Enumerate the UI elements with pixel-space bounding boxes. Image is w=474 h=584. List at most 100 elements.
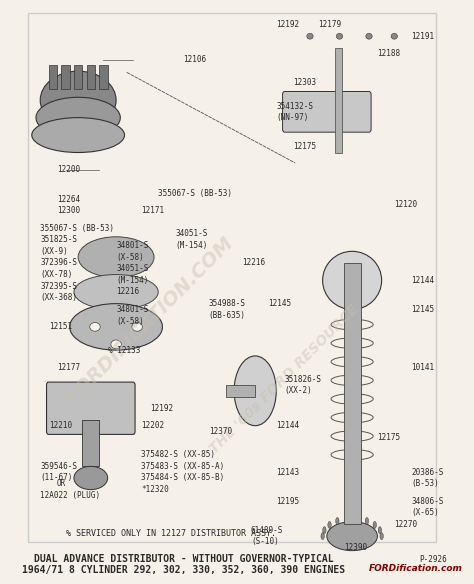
Ellipse shape <box>78 237 154 277</box>
Text: 12264: 12264 <box>57 194 80 203</box>
Text: 61489-S: 61489-S <box>251 526 283 535</box>
Text: (XX-9): (XX-9) <box>40 247 68 256</box>
Ellipse shape <box>70 304 163 350</box>
Bar <box>99 65 108 89</box>
Ellipse shape <box>321 533 324 540</box>
Text: 12175: 12175 <box>377 433 401 442</box>
Text: 12120: 12120 <box>394 200 418 209</box>
Text: 12216: 12216 <box>243 259 265 267</box>
Text: 375482-S (XX-85): 375482-S (XX-85) <box>141 450 215 459</box>
Text: (XX-368): (XX-368) <box>40 293 77 303</box>
Text: (X-58): (X-58) <box>116 253 144 262</box>
Text: 20386-S: 20386-S <box>411 468 444 477</box>
Text: 372396-S: 372396-S <box>40 259 77 267</box>
Text: 354132-S: 354132-S <box>276 102 313 110</box>
Text: (S-10): (S-10) <box>251 537 279 547</box>
Bar <box>335 48 342 152</box>
Text: (X-58): (X-58) <box>116 317 144 325</box>
Text: (NN-97): (NN-97) <box>276 113 309 122</box>
Ellipse shape <box>90 322 100 331</box>
Text: 34051-S: 34051-S <box>116 264 148 273</box>
Text: 354988-S: 354988-S <box>209 299 246 308</box>
FancyBboxPatch shape <box>283 92 371 132</box>
Text: 12144: 12144 <box>276 421 300 430</box>
Ellipse shape <box>380 533 383 540</box>
Ellipse shape <box>132 322 142 331</box>
Text: 372395-S: 372395-S <box>40 281 77 291</box>
Text: 12300: 12300 <box>57 206 80 215</box>
Text: FORDIFICATION.COM: FORDIFICATION.COM <box>63 234 237 408</box>
Text: 12192: 12192 <box>150 404 173 413</box>
Text: 359546-S: 359546-S <box>40 462 77 471</box>
Text: (XX-2): (XX-2) <box>285 386 312 395</box>
Text: 34801-S: 34801-S <box>116 241 148 250</box>
Text: (M-154): (M-154) <box>175 241 208 250</box>
Ellipse shape <box>111 340 121 349</box>
Text: 12A022 (PLUG): 12A022 (PLUG) <box>40 491 100 500</box>
Bar <box>74 65 82 89</box>
Text: (M-154): (M-154) <box>116 276 148 285</box>
Text: 12216: 12216 <box>116 287 139 297</box>
Text: 351825-S: 351825-S <box>40 235 77 244</box>
Bar <box>87 65 95 89</box>
Text: P-2926: P-2926 <box>419 555 447 564</box>
Ellipse shape <box>336 517 339 524</box>
Ellipse shape <box>234 356 276 426</box>
Text: *12320: *12320 <box>141 485 169 494</box>
Text: 12143: 12143 <box>276 468 300 477</box>
Ellipse shape <box>32 117 125 152</box>
Text: 12390: 12390 <box>344 543 367 552</box>
Text: 12151: 12151 <box>49 322 72 331</box>
Text: 375484-S (XX-85-B): 375484-S (XX-85-B) <box>141 474 225 482</box>
Text: 355067-S (BB-53): 355067-S (BB-53) <box>158 189 232 198</box>
Ellipse shape <box>323 527 326 534</box>
Text: 12145: 12145 <box>268 299 291 308</box>
Bar <box>344 263 361 524</box>
Ellipse shape <box>391 33 397 39</box>
Ellipse shape <box>337 33 343 39</box>
Text: 12171: 12171 <box>141 206 164 215</box>
Bar <box>61 65 70 89</box>
Text: % SERVICED ONLY IN 12127 DISTRIBUTOR ASSY.: % SERVICED ONLY IN 12127 DISTRIBUTOR ASS… <box>65 529 275 538</box>
Text: 351826-S: 351826-S <box>285 375 322 384</box>
Text: (11-67): (11-67) <box>40 474 73 482</box>
Ellipse shape <box>323 251 382 310</box>
Text: 12303: 12303 <box>293 78 316 87</box>
Text: (B-53): (B-53) <box>411 479 439 488</box>
Text: 355067-S (BB-53): 355067-S (BB-53) <box>40 224 114 232</box>
Bar <box>82 420 99 467</box>
Text: OR: OR <box>57 479 66 488</box>
Ellipse shape <box>36 98 120 138</box>
Text: 34051-S: 34051-S <box>175 230 208 238</box>
Ellipse shape <box>327 522 377 551</box>
Text: FORDification.com: FORDification.com <box>369 564 463 572</box>
Text: THE '60s FORD RESOURCE: THE '60s FORD RESOURCE <box>208 302 362 456</box>
Ellipse shape <box>328 522 331 529</box>
Text: 12200: 12200 <box>57 165 80 175</box>
Text: 12191: 12191 <box>411 32 434 41</box>
Text: 34801-S: 34801-S <box>116 305 148 314</box>
Bar <box>49 65 57 89</box>
Text: 12106: 12106 <box>183 55 207 64</box>
Ellipse shape <box>307 33 313 39</box>
Text: 12188: 12188 <box>377 49 401 58</box>
Ellipse shape <box>365 517 369 524</box>
FancyBboxPatch shape <box>46 382 135 434</box>
Text: 12270: 12270 <box>394 520 418 529</box>
Ellipse shape <box>74 274 158 310</box>
Ellipse shape <box>378 527 382 534</box>
Text: 12175: 12175 <box>293 142 316 151</box>
Ellipse shape <box>373 522 376 529</box>
Text: % 12133: % 12133 <box>108 346 140 354</box>
Text: 1964/71 8 CYLINDER 292, 302, 330, 352, 360, 390 ENGINES: 1964/71 8 CYLINDER 292, 302, 330, 352, 3… <box>22 565 345 575</box>
Text: 12210: 12210 <box>49 421 72 430</box>
Ellipse shape <box>40 71 116 129</box>
Text: 34806-S: 34806-S <box>411 497 444 506</box>
Text: 12177: 12177 <box>57 363 80 372</box>
Text: 12192: 12192 <box>276 20 300 29</box>
Text: DUAL ADVANCE DISTRIBUTOR - WITHOUT GOVERNOR-TYPICAL: DUAL ADVANCE DISTRIBUTOR - WITHOUT GOVER… <box>34 554 333 564</box>
Ellipse shape <box>74 467 108 489</box>
Text: 12370: 12370 <box>209 427 232 436</box>
Text: 12179: 12179 <box>319 20 342 29</box>
Bar <box>226 385 255 397</box>
